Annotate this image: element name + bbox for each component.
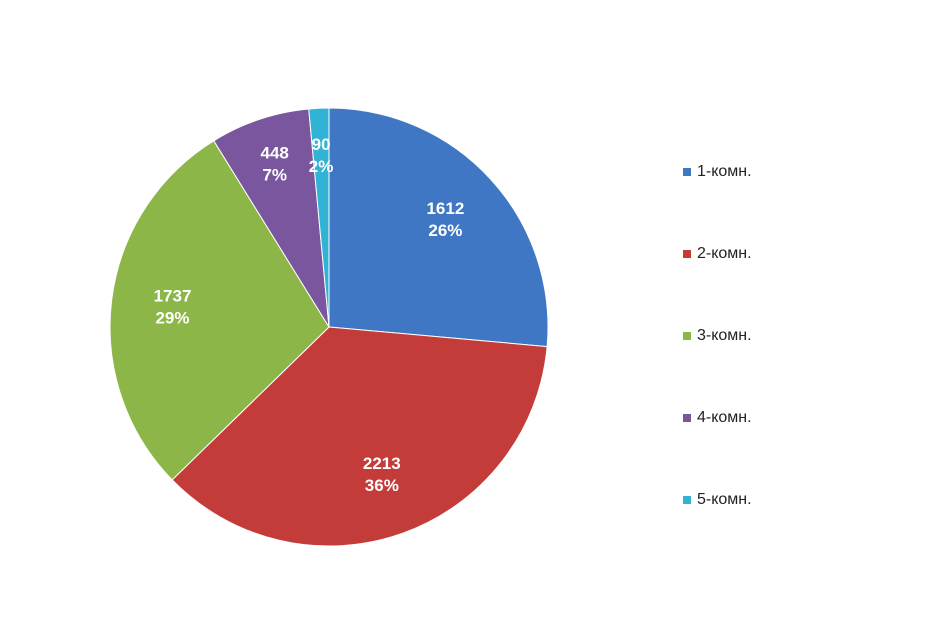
pie-slice xyxy=(109,140,330,481)
percent-label: 36% xyxy=(365,476,399,495)
legend-swatch xyxy=(683,496,691,504)
legend-label: 1-комн. xyxy=(697,163,752,180)
pie-slice xyxy=(213,108,330,328)
percent-label: 7% xyxy=(262,166,287,185)
legend-swatch xyxy=(683,332,691,340)
pie-slice xyxy=(171,326,548,547)
pie-slice xyxy=(328,107,549,348)
legend-swatch xyxy=(683,168,691,176)
percent-label: 29% xyxy=(155,308,189,327)
legend-label: 4-комн. xyxy=(697,409,752,426)
legend-label: 2-комн. xyxy=(697,245,752,262)
percent-label: 2% xyxy=(309,157,334,176)
value-label: 448 xyxy=(261,144,289,163)
value-label: 1612 xyxy=(426,199,464,218)
pie-slice xyxy=(308,107,330,328)
legend-label: 5-комн. xyxy=(697,491,752,508)
legend-swatch xyxy=(683,250,691,258)
legend-label: 3-комн. xyxy=(697,327,752,344)
legend-swatch xyxy=(683,414,691,422)
value-label: 90 xyxy=(312,135,331,154)
value-label: 1737 xyxy=(154,286,192,305)
value-label: 2213 xyxy=(363,454,401,473)
percent-label: 26% xyxy=(428,221,462,240)
